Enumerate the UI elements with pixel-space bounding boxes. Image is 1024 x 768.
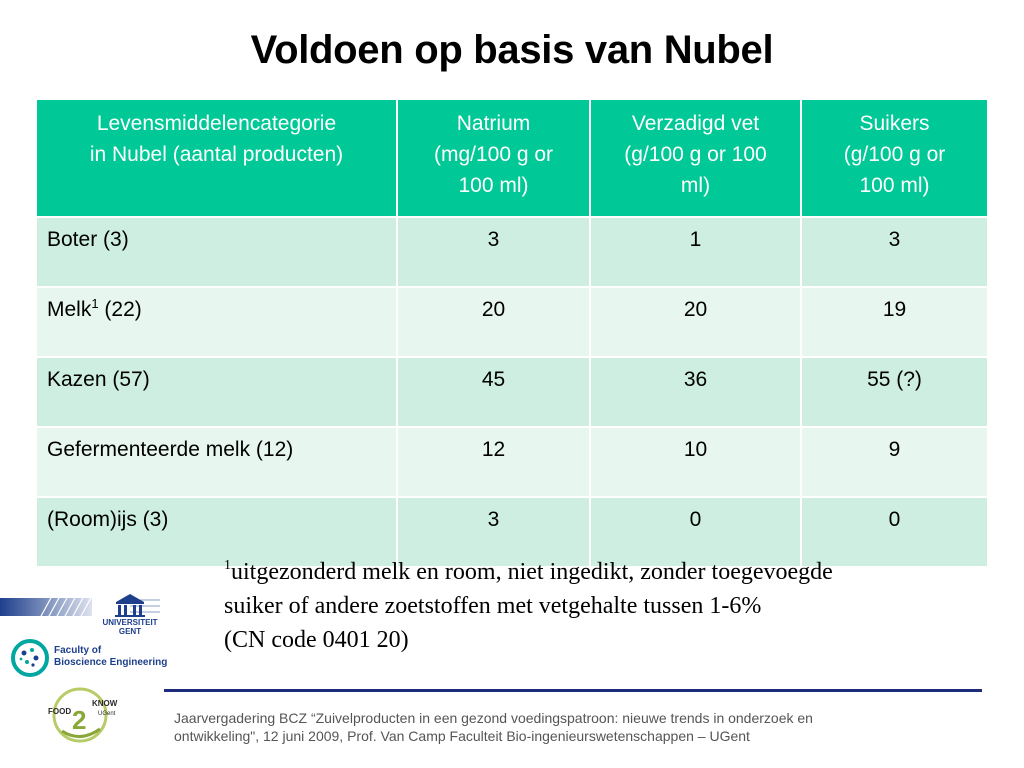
footnote: 1uitgezonderd melk en room, niet ingedik…: [224, 555, 984, 657]
cell-category: Kazen (57): [35, 356, 398, 428]
footnote-line-3: (CN code 0401 20): [224, 627, 409, 653]
header-line: 100 ml): [458, 174, 529, 197]
header-natrium: Natrium (mg/100 g or 100 ml): [396, 98, 591, 218]
table-row: Melk1 (22) 20 20 19: [35, 286, 989, 358]
cell-natrium: 3: [396, 496, 591, 568]
cell-verzadigd-vet: 0: [589, 496, 802, 568]
header-line: (g/100 g or 100: [624, 143, 767, 166]
faculty-wordmark: Faculty of Bioscience Engineering: [54, 645, 167, 669]
nubel-table: Levensmiddelencategorie in Nubel (aantal…: [35, 98, 989, 568]
cell-verzadigd-vet: 20: [589, 286, 802, 358]
cell-natrium: 20: [396, 286, 591, 358]
footnote-line-2: suiker of andere zoetstoffen met vetgeha…: [224, 593, 762, 619]
slide-title: Voldoen op basis van Nubel: [250, 28, 774, 72]
cell-suikers: 3: [800, 216, 989, 288]
cell-category: Boter (3): [35, 216, 398, 288]
ugent-line: UNIVERSITEIT: [102, 618, 158, 627]
food2know-logo: FOOD 2 KNOW UGent: [40, 683, 130, 745]
table-header-row: Levensmiddelencategorie in Nubel (aantal…: [35, 98, 989, 218]
header-suikers: Suikers (g/100 g or 100 ml): [800, 98, 989, 218]
cell-natrium: 45: [396, 356, 591, 428]
cell-verzadigd-vet: 10: [589, 426, 802, 498]
header-verzadigd-vet: Verzadigd vet (g/100 g or 100 ml): [589, 98, 802, 218]
header-line: Natrium: [456, 112, 531, 135]
footer-line-2: ontwikkeling", 12 juni 2009, Prof. Van C…: [174, 728, 750, 744]
footer-line-1: Jaarvergadering BCZ “Zuivelproducten in …: [174, 710, 813, 726]
table-row: (Room)ijs (3) 3 0 0: [35, 496, 989, 568]
footnote-number: 1: [224, 558, 231, 573]
header-line: Levensmiddelencategorie: [96, 112, 337, 135]
header-line: ml): [680, 174, 711, 197]
category-text: (Room)ijs (3): [47, 508, 169, 531]
footer-divider: [164, 689, 982, 692]
header-line: in Nubel (aantal producten): [89, 143, 344, 166]
cell-suikers: 55 (?): [800, 356, 989, 428]
category-suffix: (22): [98, 298, 142, 321]
category-text: Gefermenteerde melk (12): [47, 438, 294, 461]
footer-text: Jaarvergadering BCZ “Zuivelproducten in …: [174, 709, 974, 745]
food2know-two: 2: [72, 705, 87, 735]
cell-suikers: 19: [800, 286, 989, 358]
category-text: Melk: [47, 298, 92, 321]
ugent-line: GENT: [118, 627, 142, 636]
table-row: Boter (3) 3 1 3: [35, 216, 989, 288]
header-line: (g/100 g or: [843, 143, 946, 166]
footnote-marker: 1: [91, 296, 99, 311]
cell-suikers: 0: [800, 496, 989, 568]
cell-verzadigd-vet: 1: [589, 216, 802, 288]
table-row: Kazen (57) 45 36 55 (?): [35, 356, 989, 428]
food2know-food: FOOD: [48, 707, 72, 716]
faculty-line: Bioscience Engineering: [54, 657, 168, 668]
header-category: Levensmiddelencategorie in Nubel (aantal…: [35, 98, 398, 218]
cell-category: (Room)ijs (3): [35, 496, 398, 568]
header-line: 100 ml): [859, 174, 930, 197]
category-text: Boter (3): [47, 228, 129, 251]
header-line: Suikers: [859, 112, 930, 135]
cell-natrium: 12: [396, 426, 591, 498]
cell-verzadigd-vet: 36: [589, 356, 802, 428]
food2know-ugent: UGent: [98, 711, 116, 717]
cell-suikers: 9: [800, 426, 989, 498]
footnote-line-1: 1uitgezonderd melk en room, niet ingedik…: [224, 555, 984, 589]
category-text: Kazen (57): [47, 368, 150, 391]
faculty-line: Faculty of: [54, 645, 102, 656]
footnote-text: uitgezonderd melk en room, niet ingedikt…: [231, 559, 833, 585]
cell-category: Gefermenteerde melk (12): [35, 426, 398, 498]
faculty-logo-icon: [11, 639, 49, 677]
header-line: Verzadigd vet: [631, 112, 760, 135]
ugent-logo-icon: [115, 594, 145, 617]
food2know-know: KNOW: [92, 699, 118, 708]
ugent-wordmark: UNIVERSITEIT GENT: [95, 618, 165, 636]
cell-natrium: 3: [396, 216, 591, 288]
cell-category: Melk1 (22): [35, 286, 398, 358]
table-row: Gefermenteerde melk (12) 12 10 9: [35, 426, 989, 498]
header-line: (mg/100 g or: [433, 143, 554, 166]
food2know-swirl-icon: [52, 687, 108, 743]
